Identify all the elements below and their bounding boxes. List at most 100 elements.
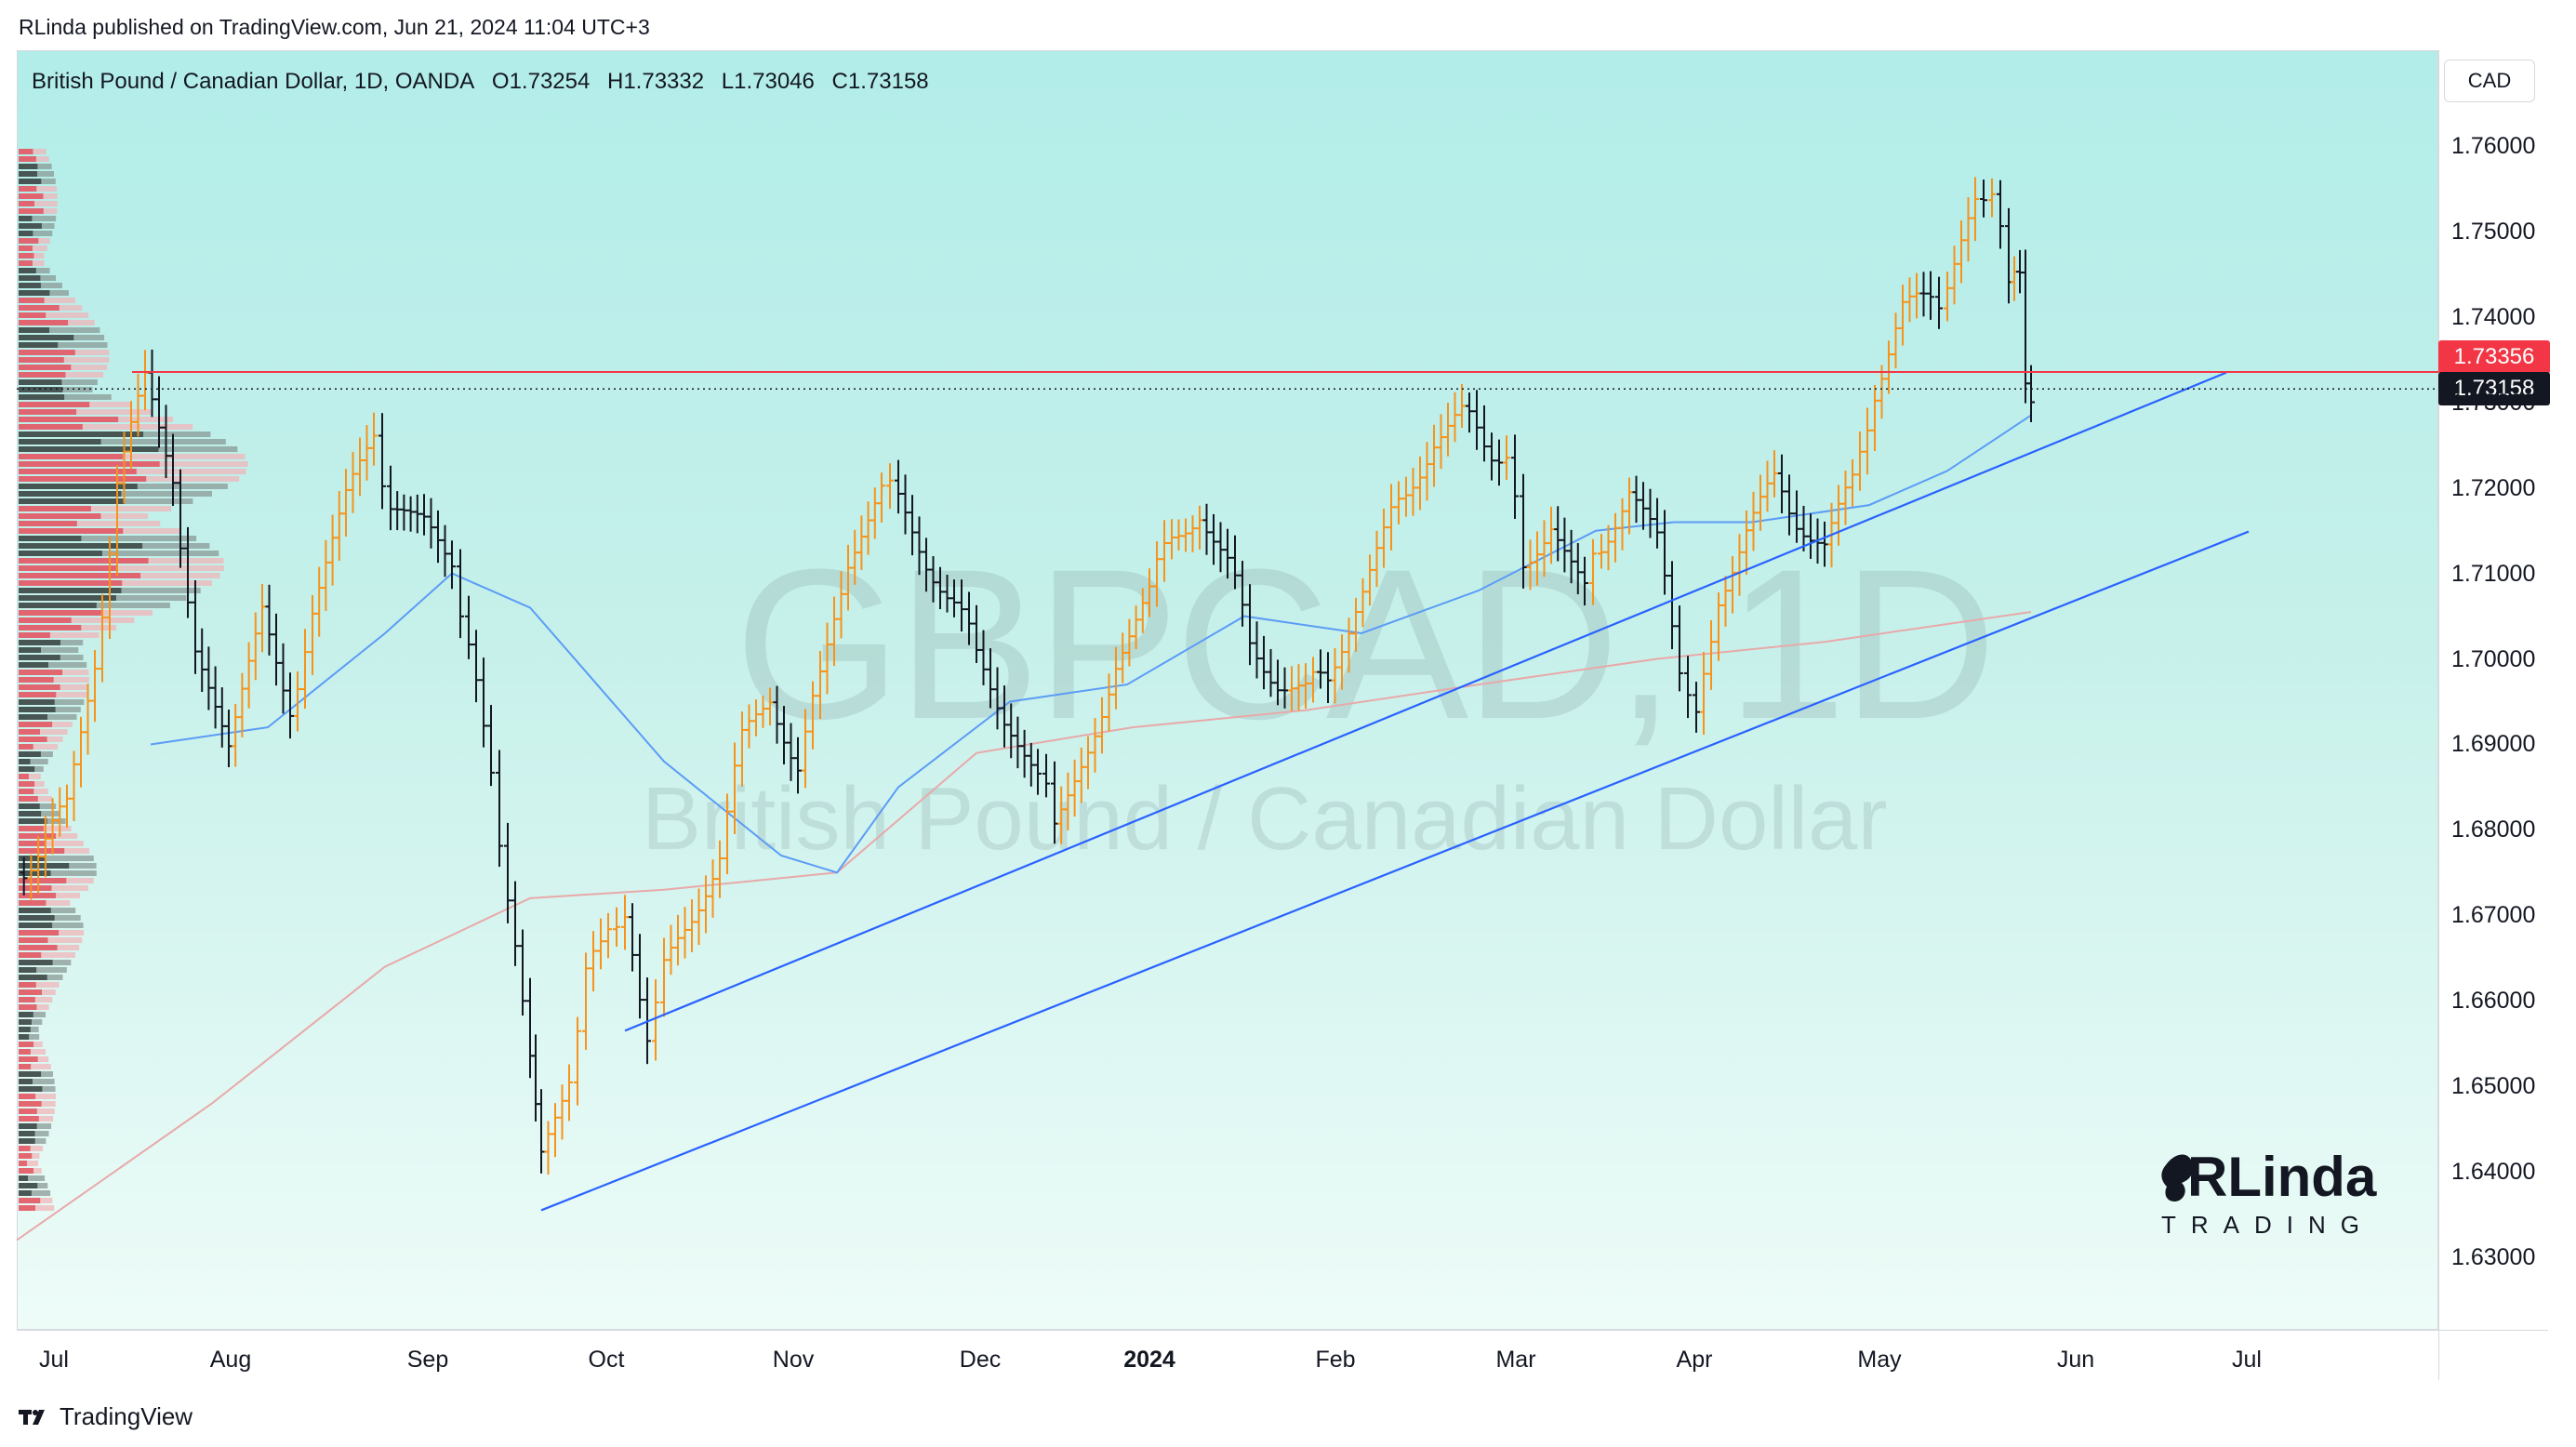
volume-profile-bar — [19, 231, 33, 236]
volume-profile-bar — [19, 967, 37, 973]
volume-profile-bar — [19, 558, 149, 564]
volume-profile-bar — [19, 528, 124, 534]
volume-profile-bar — [19, 431, 144, 437]
price-tick-label: 1.76000 — [2451, 133, 2536, 159]
volume-profile-bar — [19, 930, 60, 936]
volume-profile-bar — [19, 655, 60, 660]
time-tick-label: Jun — [2056, 1347, 2095, 1373]
volume-profile-bar — [19, 409, 153, 415]
volume-profile-bar — [19, 632, 100, 638]
time-tick-label: Sep — [406, 1347, 449, 1373]
volume-profile-bar — [19, 722, 53, 727]
tradingview-footer[interactable]: TradingView — [19, 1402, 193, 1431]
low-value: L1.73046 — [721, 69, 815, 94]
time-tick-label: Mar — [1495, 1347, 1536, 1373]
volume-profile-bar — [19, 491, 122, 497]
volume-profile-bar — [19, 595, 116, 601]
high-value: H1.73332 — [607, 69, 705, 94]
volume-profile-bar — [19, 1175, 46, 1181]
volume-profile-bar — [19, 737, 47, 742]
volume-profile-bar — [19, 275, 41, 281]
volume-profile-bar — [19, 856, 94, 861]
currency-button[interactable]: CAD — [2444, 60, 2535, 102]
price-tick-label: 1.71000 — [2451, 560, 2536, 587]
volume-profile-bar — [19, 476, 147, 482]
volume-profile-bar — [19, 982, 60, 988]
volume-profile-bar — [19, 1190, 51, 1196]
volume-profile-bar — [19, 684, 60, 690]
volume-profile-bar — [19, 848, 65, 854]
level-price-tag: 1.73356 — [2438, 340, 2550, 374]
legend-title: British Pound / Canadian Dollar, 1D, OAN… — [32, 69, 940, 95]
volume-profile-bar — [19, 1064, 32, 1069]
volume-profile-bar — [19, 878, 67, 883]
volume-profile-bar — [19, 729, 40, 735]
price-tick-label: 1.67000 — [2451, 902, 2536, 929]
time-tick-label: May — [1857, 1347, 1902, 1373]
volume-profile-bar — [19, 372, 66, 378]
volume-profile-bar — [19, 975, 47, 980]
symbol-watermark: GBPCAD, 1D — [735, 524, 1997, 763]
price-tick-label: 1.64000 — [2451, 1159, 2536, 1186]
volume-profile-bar — [19, 1064, 51, 1069]
volume-profile-bar — [19, 394, 112, 400]
volume-profile-bar — [19, 915, 55, 921]
volume-profile-bar — [19, 662, 48, 668]
volume-profile-bar — [19, 751, 41, 757]
volume-profile-bar — [19, 253, 34, 259]
volume-profile-bar — [19, 335, 74, 340]
volume-profile-bar — [19, 811, 42, 816]
volume-profile-bar — [19, 342, 108, 348]
volume-profile-bar — [19, 796, 38, 802]
volume-profile-bar — [19, 677, 89, 683]
volume-profile-bar — [19, 1049, 46, 1055]
volume-profile-bar — [19, 424, 83, 430]
symbol-label[interactable]: British Pound / Canadian Dollar, 1D, OAN… — [32, 69, 475, 94]
volume-profile-bar — [19, 677, 54, 683]
volume-profile-bar — [19, 565, 117, 571]
time-tick-label: Oct — [588, 1347, 625, 1373]
price-tick-label: 1.70000 — [2451, 645, 2536, 672]
volume-profile-bar — [19, 216, 33, 221]
volume-profile-bar — [19, 1161, 39, 1166]
volume-profile-bar — [19, 997, 35, 1002]
volume-profile-bar — [19, 833, 56, 839]
volume-profile-bar — [19, 789, 34, 794]
volume-profile-bar — [19, 744, 59, 750]
volume-profile-bar — [19, 1019, 32, 1025]
volume-profile-bar — [19, 1153, 33, 1159]
volume-profile-bar — [19, 1086, 43, 1092]
volume-profile-bar — [19, 156, 36, 162]
volume-profile-bar — [19, 1012, 33, 1017]
volume-profile-bar — [19, 989, 42, 995]
volume-profile-bar — [19, 885, 52, 891]
volume-profile-bar — [19, 454, 124, 459]
volume-profile-bar — [19, 305, 60, 311]
volume-profile-bar — [19, 1079, 33, 1084]
volume-profile-bar — [19, 342, 59, 348]
volume-profile-bar — [19, 350, 75, 355]
volume-profile-bar — [19, 149, 33, 154]
volume-profile-bar — [19, 1116, 39, 1122]
volume-profile-bar — [19, 1131, 35, 1136]
volume-profile-bar — [19, 417, 119, 422]
head-silhouette-icon — [2161, 1154, 2193, 1201]
volume-profile-bar — [19, 610, 101, 616]
volume-profile-bar — [19, 327, 49, 333]
volume-profile-bar — [19, 179, 42, 184]
volume-profile-bar — [19, 647, 41, 653]
time-tick-label: Nov — [772, 1347, 815, 1373]
volume-profile-bar — [19, 923, 53, 928]
volume-profile-bar — [19, 1183, 38, 1188]
chart-plot-area[interactable] — [17, 50, 2438, 1330]
support-trendline — [624, 371, 2227, 1032]
time-tick-label: Dec — [959, 1347, 1002, 1373]
volume-profile-bar — [19, 588, 122, 593]
volume-profile-bar — [19, 632, 50, 638]
volume-profile-bar — [19, 803, 40, 809]
volume-profile-bar — [19, 484, 138, 489]
volume-profile-bar — [19, 1071, 42, 1077]
price-tick-label: 1.65000 — [2451, 1073, 2536, 1100]
volume-profile-bar — [19, 536, 82, 541]
